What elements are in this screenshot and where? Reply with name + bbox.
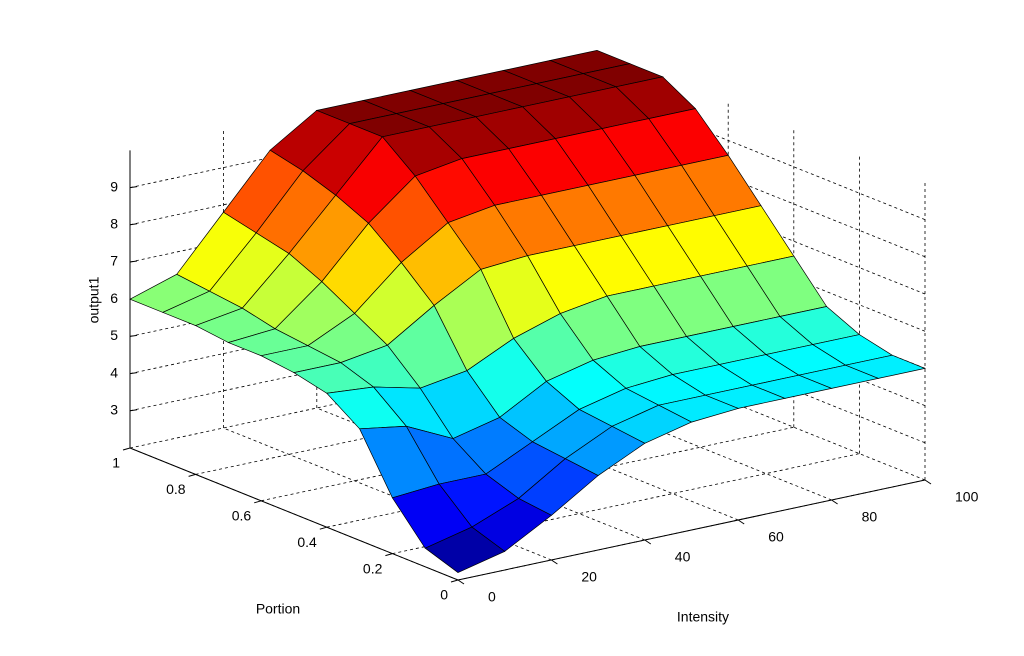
z-tick	[129, 409, 138, 412]
x-tick-label: 60	[768, 529, 784, 545]
y-tick-label: 0.8	[166, 481, 186, 497]
x-tick	[644, 539, 652, 545]
x-tick-label: 80	[862, 509, 878, 525]
z-tick	[129, 223, 138, 226]
x-tick	[457, 579, 465, 585]
z-tick-label: 6	[110, 290, 118, 306]
y-tick	[122, 447, 131, 451]
y-tick-label: 0.6	[232, 508, 252, 524]
x-tick	[737, 519, 745, 525]
x-tick	[831, 499, 838, 505]
z-tick-label: 3	[110, 402, 118, 418]
z-tick	[129, 260, 138, 263]
z-tick-label: 9	[110, 178, 118, 194]
y-tick-label: 0.2	[363, 560, 383, 576]
y-tick-label: 0.4	[297, 534, 317, 550]
y-axis	[129, 447, 459, 581]
x-tick	[924, 479, 932, 485]
x-tick-label: 100	[955, 489, 979, 505]
y-tick	[450, 579, 459, 583]
y-tick	[385, 553, 393, 557]
y-tick	[254, 500, 262, 504]
z-tick	[129, 334, 138, 337]
y-tick	[188, 473, 196, 477]
z-tick-label: 4	[110, 364, 118, 380]
z-axis-label: output1	[86, 276, 102, 323]
y-axis-label: Portion	[256, 601, 300, 617]
y-tick-label: 0	[440, 587, 448, 603]
x-tick-label: 0	[488, 589, 496, 605]
x-tick	[551, 559, 558, 565]
z-tick	[129, 372, 138, 375]
surface-patch	[424, 526, 506, 573]
y-tick-label: 1	[112, 455, 120, 471]
z-tick-label: 5	[110, 327, 118, 343]
x-tick-label: 40	[675, 549, 691, 565]
x-axis-label: Intensity	[677, 609, 729, 625]
x-axis	[457, 479, 926, 581]
y-tick	[319, 526, 327, 530]
grid-line	[223, 427, 552, 561]
z-tick-label: 7	[110, 253, 118, 269]
z-tick	[129, 186, 138, 189]
z-tick-label: 8	[110, 216, 118, 232]
x-tick-label: 20	[581, 569, 597, 585]
